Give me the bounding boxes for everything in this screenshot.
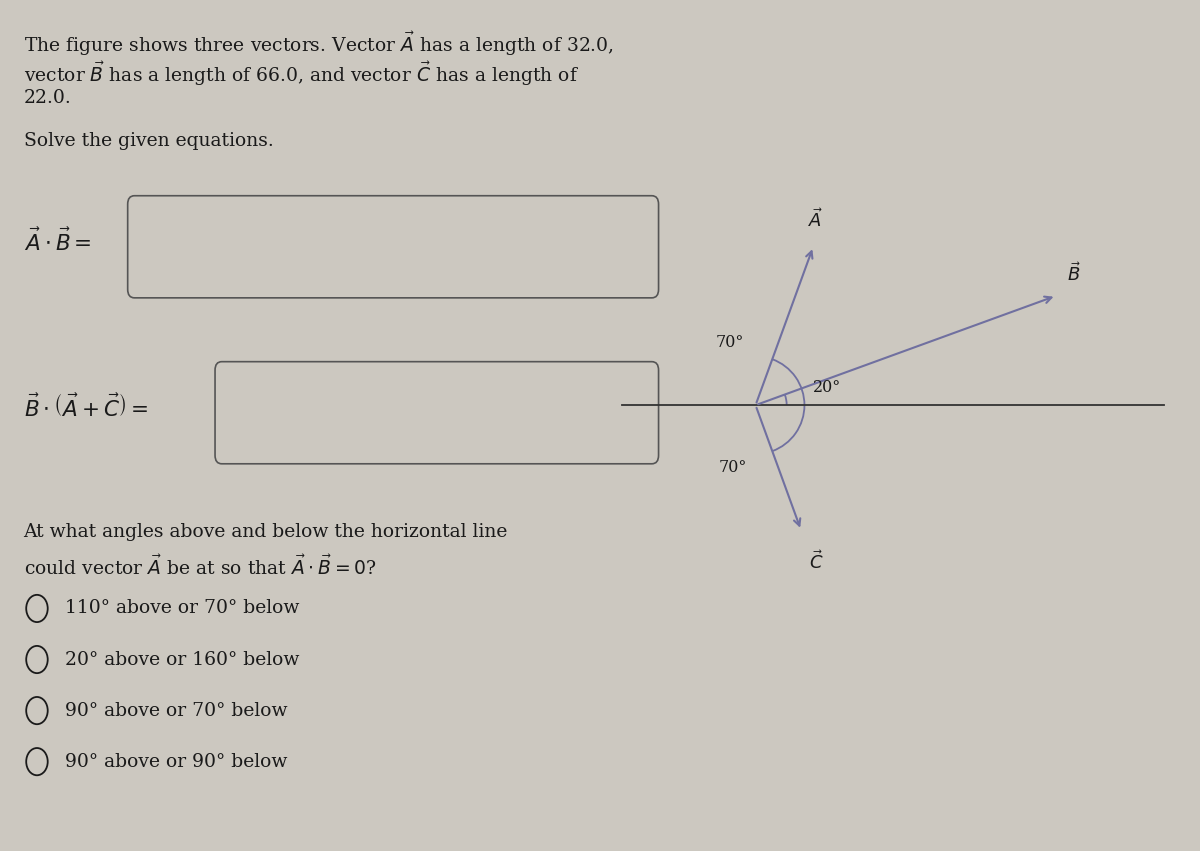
Text: could vector $\vec{A}$ be at so that $\vec{A} \cdot \vec{B} = 0$?: could vector $\vec{A}$ be at so that $\v… bbox=[24, 555, 376, 579]
Text: vector $\vec{B}$ has a length of 66.0, and vector $\vec{C}$ has a length of: vector $\vec{B}$ has a length of 66.0, a… bbox=[24, 60, 578, 88]
Text: 70°: 70° bbox=[716, 334, 744, 351]
Text: $\vec{A}$: $\vec{A}$ bbox=[808, 208, 823, 231]
Text: The figure shows three vectors. Vector $\vec{A}$ has a length of 32.0,: The figure shows three vectors. Vector $… bbox=[24, 30, 613, 58]
FancyBboxPatch shape bbox=[127, 196, 659, 298]
Text: 22.0.: 22.0. bbox=[24, 89, 71, 107]
FancyBboxPatch shape bbox=[215, 362, 659, 464]
Text: 110° above or 70° below: 110° above or 70° below bbox=[65, 599, 299, 618]
Text: $\vec{C}$: $\vec{C}$ bbox=[810, 551, 824, 574]
Text: 90° above or 70° below: 90° above or 70° below bbox=[65, 701, 287, 720]
Text: $\vec{A} \cdot \vec{B} =$: $\vec{A} \cdot \vec{B} =$ bbox=[24, 229, 91, 256]
Text: 70°: 70° bbox=[719, 459, 746, 476]
Text: 20°: 20° bbox=[814, 379, 841, 396]
Text: $\vec{B}$: $\vec{B}$ bbox=[1067, 262, 1081, 284]
Text: 20° above or 160° below: 20° above or 160° below bbox=[65, 650, 299, 669]
Text: $\vec{B} \cdot \left(\vec{A} + \vec{C}\right) =$: $\vec{B} \cdot \left(\vec{A} + \vec{C}\r… bbox=[24, 395, 148, 422]
Text: 90° above or 90° below: 90° above or 90° below bbox=[65, 752, 287, 771]
Text: Solve the given equations.: Solve the given equations. bbox=[24, 132, 274, 150]
Text: At what angles above and below the horizontal line: At what angles above and below the horiz… bbox=[24, 523, 508, 541]
